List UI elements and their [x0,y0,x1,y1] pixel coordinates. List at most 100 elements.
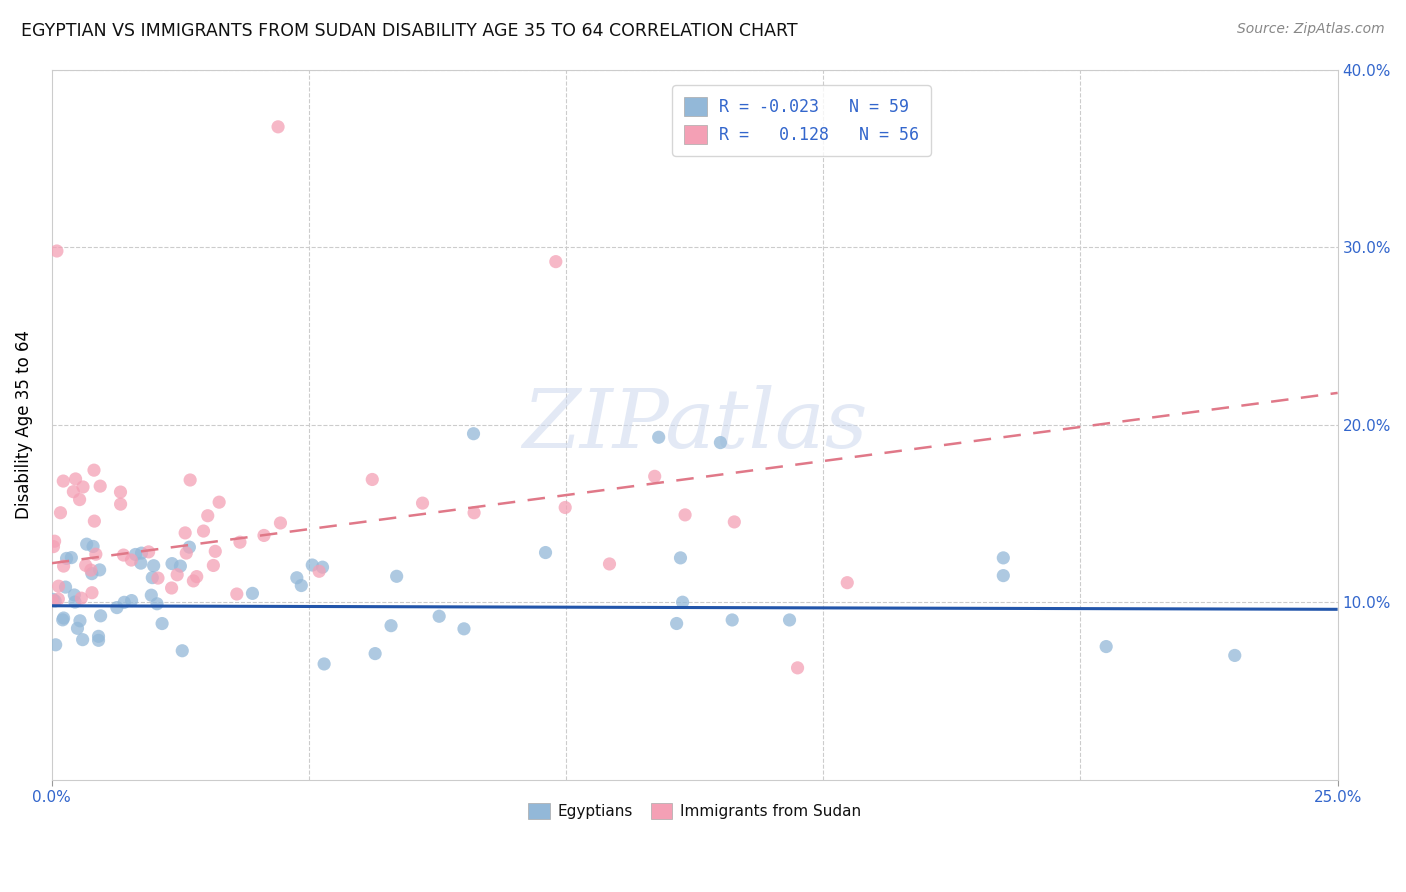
Point [42,592,65,607]
Point [314,657,336,671]
Point [55,580,77,594]
Point [90,608,112,623]
Point [131,546,153,560]
Legend: Egyptians, Immigrants from Sudan: Egyptians, Immigrants from Sudan [522,797,868,825]
Point [301,558,323,572]
Point [197,508,219,523]
Point [63,595,86,609]
Point [45,244,67,258]
Point [311,560,333,574]
Point [174,546,197,560]
Point [80,563,103,577]
Point [55,551,77,566]
Point [204,544,226,558]
Point [779,613,801,627]
Point [412,496,434,510]
Point [129,556,152,570]
Point [41,594,63,608]
Point [179,473,201,487]
Point [179,540,201,554]
Point [993,550,1015,565]
Point [69,492,91,507]
Point [1095,640,1118,654]
Point [364,647,387,661]
Point [554,500,576,515]
Point [112,595,135,609]
Point [242,586,264,600]
Point [669,550,692,565]
Point [112,548,135,562]
Point [76,537,98,551]
Point [166,567,188,582]
Point [138,545,160,559]
Point [120,553,142,567]
Point [267,120,290,134]
Point [82,540,104,554]
Point [285,571,308,585]
Point [44,594,66,608]
Point [647,430,669,444]
Point [141,588,163,602]
Point [69,614,91,628]
Point [427,609,450,624]
Point [65,472,87,486]
Point [193,524,215,538]
Point [172,644,194,658]
Point [72,632,94,647]
Point [87,633,110,648]
Point [110,497,132,511]
Point [89,563,111,577]
Point [665,616,688,631]
Point [253,528,276,542]
Point [62,484,84,499]
Point [46,592,69,607]
Point [66,621,89,635]
Point [534,545,557,559]
Point [150,616,173,631]
Point [174,525,197,540]
Point [673,508,696,522]
Point [837,575,859,590]
Point [72,480,94,494]
Point [45,638,67,652]
Point [644,469,666,483]
Point [721,613,744,627]
Point [1223,648,1246,663]
Point [202,558,225,573]
Point [385,569,408,583]
Point [52,611,75,625]
Point [146,571,169,585]
Point [83,463,105,477]
Point [89,479,111,493]
Point [110,485,132,500]
Point [60,550,83,565]
Point [269,516,291,530]
Point [671,595,693,609]
Point [63,588,86,602]
Point [87,629,110,643]
Point [146,597,169,611]
Point [453,622,475,636]
Point [308,564,330,578]
Point [186,569,208,583]
Text: Source: ZipAtlas.com: Source: ZipAtlas.com [1237,22,1385,37]
Point [80,566,103,581]
Point [52,613,75,627]
Point [361,473,384,487]
Point [463,426,485,441]
Point [993,568,1015,582]
Point [709,435,731,450]
Point [598,557,620,571]
Point [83,514,105,528]
Point [80,585,103,599]
Point [52,474,75,488]
Point [786,661,808,675]
Point [169,559,191,574]
Text: EGYPTIAN VS IMMIGRANTS FROM SUDAN DISABILITY AGE 35 TO 64 CORRELATION CHART: EGYPTIAN VS IMMIGRANTS FROM SUDAN DISABI… [21,22,797,40]
Text: ZIPatlas: ZIPatlas [522,384,868,465]
Point [290,578,312,592]
Point [52,559,75,574]
Point [208,495,231,509]
Point [380,618,402,632]
Point [160,557,183,571]
